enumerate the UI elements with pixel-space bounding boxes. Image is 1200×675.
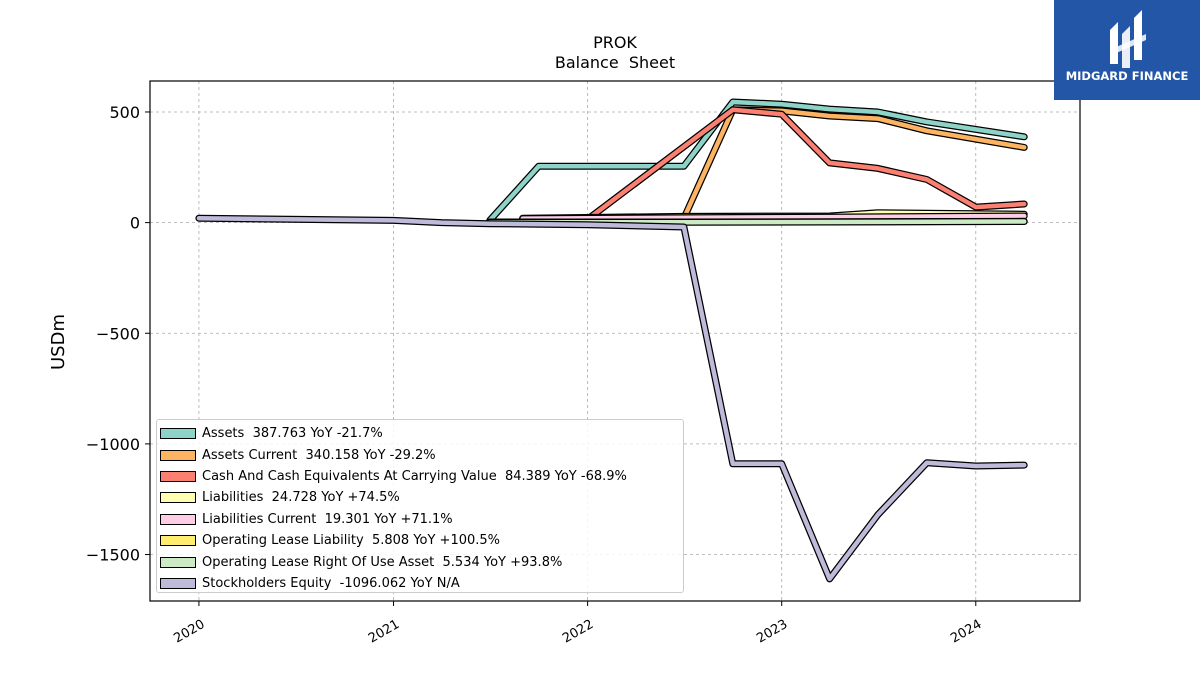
legend-swatch [160, 513, 196, 525]
legend-label: Liabilities 24.728 YoY +74.5% [202, 490, 400, 506]
y-tick-label: −500 [96, 324, 140, 343]
chart-subtitle: Balance Sheet [555, 53, 675, 72]
brand-name: MIDGARD FINANCE [1065, 69, 1189, 83]
y-tick-label: −1500 [86, 546, 140, 565]
series-line [520, 213, 1027, 221]
y-tick-label: 0 [130, 214, 140, 233]
series-assets [486, 98, 1028, 224]
chart-legend: Assets 387.763 YoY -21.7% Assets Current … [156, 419, 684, 593]
legend-item: Stockholders Equity -1096.062 YoY N/A [159, 573, 683, 594]
legend-label: Liabilities Current 19.301 YoY +71.1% [202, 511, 453, 527]
series-liabilities-current [519, 212, 1028, 223]
brand-logo: MIDGARD FINANCE [1054, 0, 1200, 100]
x-tick-label: 2024 [948, 617, 984, 647]
series-stockholders-equity [195, 214, 1028, 583]
legend-swatch [160, 449, 196, 461]
legend-label: Assets 387.763 YoY -21.7% [202, 426, 383, 442]
legend-label: Stockholders Equity -1096.062 YoY N/A [202, 575, 460, 591]
legend-label: Cash And Cash Equivalents At Carrying Va… [202, 468, 627, 484]
series-line [196, 215, 1027, 582]
legend-item: Cash And Cash Equivalents At Carrying Va… [159, 466, 683, 487]
legend-swatch [160, 535, 196, 547]
legend-label: Operating Lease Liability 5.808 YoY +100… [202, 533, 501, 549]
legend-label: Assets Current 340.158 YoY -29.2% [202, 447, 436, 463]
legend-swatch [160, 556, 196, 568]
y-tick-label: 500 [109, 103, 140, 122]
x-axis: 2020 2021 2022 2023 2024 [171, 601, 984, 646]
series-line [585, 107, 1027, 222]
series-cash-and-cash-equivalents-at-carrying-value [584, 106, 1028, 223]
y-tick-label: −1000 [86, 435, 140, 454]
legend-item: Liabilities 24.728 YoY +74.5% [159, 487, 683, 508]
legend-swatch [160, 577, 196, 589]
legend-item: Assets 387.763 YoY -21.7% [159, 423, 683, 444]
series-layer [195, 98, 1028, 583]
x-tick-label: 2022 [560, 617, 596, 647]
x-tick-label: 2021 [366, 617, 402, 647]
legend-swatch [160, 470, 196, 482]
legend-swatch [160, 492, 196, 504]
series-outline [486, 98, 1028, 224]
plot-frame [149, 80, 1081, 602]
legend-item: Assets Current 340.158 YoY -29.2% [159, 444, 683, 465]
legend-item: Liabilities Current 19.301 YoY +71.1% [159, 509, 683, 530]
y-axis-label: USDm [48, 314, 69, 370]
legend-swatch [160, 428, 196, 440]
logo-mark-icon [1110, 10, 1146, 68]
chart-title: PROK [593, 33, 637, 52]
x-tick-label: 2020 [171, 617, 207, 647]
legend-item: Operating Lease Right Of Use Asset 5.534… [159, 551, 683, 572]
series-line [487, 99, 1027, 223]
legend-item: Operating Lease Liability 5.808 YoY +100… [159, 530, 683, 551]
x-tick-label: 2023 [754, 617, 790, 647]
y-axis: 500 0 −500 −1000 −1500 [86, 103, 150, 565]
legend-label: Operating Lease Right Of Use Asset 5.534… [202, 554, 563, 570]
